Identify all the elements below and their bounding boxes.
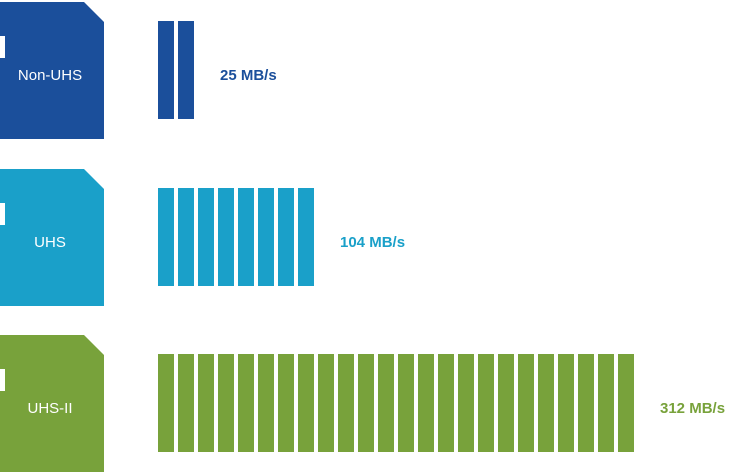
bar-segment [418, 354, 434, 452]
bar-segment [258, 188, 274, 286]
bar-segment [238, 354, 254, 452]
bar-segment [598, 354, 614, 452]
bar-segment [298, 188, 314, 286]
bar-segment [218, 354, 234, 452]
chart-row: Non-UHS 25 MB/s [0, 2, 277, 139]
bar-segment [478, 354, 494, 452]
bar-segment [178, 354, 194, 452]
bar-segment [218, 188, 234, 286]
card-label: Non-UHS [18, 67, 82, 84]
bar-segment [318, 354, 334, 452]
bar-segment [158, 188, 174, 286]
bar-segment [498, 354, 514, 452]
bar-segment [458, 354, 474, 452]
bar-segment [438, 354, 454, 452]
bar-segment [278, 354, 294, 452]
chart-row: UHS-II 312 MB/s [0, 335, 725, 472]
bar-segment [258, 354, 274, 452]
card-label: UHS-II [28, 400, 73, 417]
bar-segment [178, 21, 194, 119]
bar-segment [558, 354, 574, 452]
speed-value-label: 25 MB/s [220, 67, 277, 84]
bar-segment [618, 354, 634, 452]
bar-segment [238, 188, 254, 286]
bar-segment [178, 188, 194, 286]
bar-segment [378, 354, 394, 452]
bar-segment [198, 354, 214, 452]
bar-segment [158, 354, 174, 452]
bar-segment [278, 188, 294, 286]
bar-segment [158, 21, 174, 119]
bar-segment [198, 188, 214, 286]
bar-segment [338, 354, 354, 452]
speed-value-label: 104 MB/s [340, 234, 405, 251]
sd-card-icon [0, 335, 104, 472]
bar-segment [398, 354, 414, 452]
speed-value-label: 312 MB/s [660, 400, 725, 417]
card-label: UHS [34, 234, 66, 251]
sd-card-icon [0, 2, 104, 139]
bar-segment [538, 354, 554, 452]
bar-segment [358, 354, 374, 452]
sd-card-icon [0, 169, 104, 306]
bar-segment [518, 354, 534, 452]
chart-row: UHS 104 MB/s [0, 169, 405, 306]
bar-segment [298, 354, 314, 452]
bar-segment [578, 354, 594, 452]
